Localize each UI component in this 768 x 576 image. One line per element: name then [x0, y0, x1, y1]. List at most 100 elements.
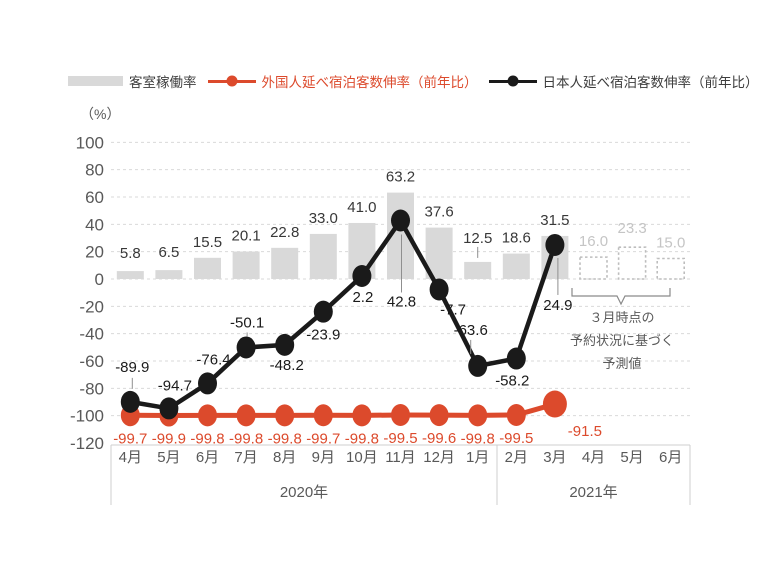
bar-value-label: 63.2: [386, 169, 415, 186]
japanese-guests-dot: [468, 354, 488, 377]
japanese-guests-dot: [545, 233, 565, 256]
y-axis-unit-label: （%）: [80, 106, 121, 122]
japanese-guests-dot: [275, 333, 295, 356]
foreign-guests-dot: [275, 404, 295, 427]
bar-value-label: 15.5: [193, 234, 222, 251]
month-label: 1月: [466, 449, 489, 466]
japanese-guests-dot: [159, 397, 179, 420]
japanese-guests-value-label: -89.9: [115, 359, 149, 376]
occupancy-bar: [464, 261, 492, 279]
month-label: 12月: [423, 449, 455, 466]
japanese-guests-value-label: -58.2: [495, 373, 529, 390]
y-tick-label: 80: [85, 161, 104, 180]
foreign-guests-dot: [198, 404, 217, 427]
y-tick-label: 20: [85, 243, 104, 262]
foreign-guests-dot: [391, 403, 410, 426]
month-label: 6月: [659, 449, 682, 466]
bar-value-label: 12.5: [463, 230, 492, 247]
japanese-guests-value-label: 42.8: [387, 294, 416, 311]
foreign-guests-value-label: -99.6: [422, 430, 456, 447]
month-label: 2月: [505, 449, 528, 466]
occupancy-bar-swatch-icon: [68, 76, 123, 86]
month-label: 11月: [385, 449, 416, 466]
legend-item-japanese-guests: 日本人延べ宿泊客数伸率（前年比）: [488, 71, 759, 91]
forecast-annotation: ３月時点の 予約状況に基づく 予測値: [540, 306, 704, 375]
bar-value-label: 6.5: [158, 244, 179, 261]
bar-value-label: 23.3: [617, 220, 646, 237]
foreign-guests-line: [130, 401, 556, 419]
japanese-guests-value-label: 24.9: [543, 297, 572, 314]
y-tick-label: -60: [79, 352, 104, 371]
month-label: 4月: [119, 449, 142, 466]
annotation-line-1: ３月時点の: [589, 310, 655, 325]
bar-value-label: 5.8: [120, 245, 141, 262]
japanese-guests-dot: [352, 264, 372, 287]
occupancy-bar: [502, 253, 530, 279]
japanese-guests-value-label: -63.6: [454, 322, 488, 339]
japanese-guests-value-label: -94.7: [158, 377, 192, 394]
foreign-guests-dot: [542, 390, 567, 418]
bar-value-label: 41.0: [347, 199, 376, 216]
japanese-guests-value-label: 2.2: [352, 289, 373, 306]
foreign-guests-value-label: -99.8: [229, 430, 263, 447]
month-label: 5月: [620, 449, 643, 466]
japanese-guests-value-label: -50.1: [230, 314, 264, 331]
legend-item-foreign-guests: 外国人延べ宿泊客数伸率（前年比）: [207, 71, 478, 91]
foreign-guests-value-label: -99.8: [268, 430, 302, 447]
foreign-guests-dot: [468, 404, 488, 427]
year-label: 2021年: [569, 484, 617, 501]
japanese-guests-dot: [313, 300, 333, 323]
bar-value-label: 37.6: [424, 204, 453, 221]
y-tick-label: -20: [79, 297, 104, 316]
month-label: 6月: [196, 449, 219, 466]
foreign-guests-value-label: -99.8: [190, 430, 224, 447]
bar-value-label: 33.0: [309, 210, 338, 227]
bar-value-label: 16.0: [579, 233, 608, 250]
legend-label-japanese-guests: 日本人延べ宿泊客数伸率（前年比）: [542, 75, 759, 90]
y-tick-label: 0: [95, 270, 104, 289]
japanese-guests-value-label: -76.4: [196, 351, 230, 368]
foreign-guests-value-label: -99.9: [152, 431, 186, 448]
japanese-guests-line-swatch-icon: [488, 74, 537, 88]
bar-value-label: 31.5: [540, 212, 569, 229]
bar-value-label: 22.8: [270, 224, 299, 241]
japanese-guests-dot: [506, 347, 526, 370]
foreign-guests-value-label: -99.7: [306, 430, 340, 447]
japanese-guests-dot: [236, 336, 256, 359]
foreign-guests-line-swatch-icon: [207, 74, 256, 88]
legend-label-foreign-guests: 外国人延べ宿泊客数伸率（前年比）: [261, 75, 478, 90]
underbrace-bracket: [571, 288, 671, 306]
legend-item-occupancy: 客室稼働率: [68, 71, 197, 91]
y-tick-label: -120: [70, 434, 104, 453]
japanese-guests-dot: [198, 372, 217, 395]
occupancy-bar: [194, 257, 221, 279]
foreign-guests-dot: [313, 404, 333, 427]
bar-value-label: 18.6: [502, 230, 531, 247]
foreign-guests-dot: [352, 404, 372, 427]
bar-value-label: 20.1: [231, 228, 260, 245]
foreign-guests-value-label: -99.5: [383, 430, 417, 447]
japanese-guests-dot: [429, 278, 449, 301]
japanese-guests-dot: [391, 209, 410, 232]
y-tick-label: 100: [76, 133, 104, 152]
legend-label-occupancy: 客室稼働率: [129, 75, 197, 90]
occupancy-forecast-bar: [579, 256, 608, 280]
foreign-guests-value-label: -99.8: [461, 430, 495, 447]
chart-legend: 客室稼働率 外国人延べ宿泊客数伸率（前年比） 日本人延べ宿泊客数伸率（前年比）: [68, 71, 759, 91]
annotation-line-3: 予測値: [602, 356, 642, 371]
y-tick-label: 60: [85, 188, 104, 207]
month-label: 10月: [346, 449, 378, 466]
y-tick-label: -40: [79, 325, 104, 344]
y-tick-label: -80: [79, 379, 104, 398]
y-tick-label: 40: [85, 215, 104, 234]
foreign-guests-dot: [236, 404, 256, 427]
foreign-guests-dot: [506, 403, 526, 426]
annotation-line-2: 予約状況に基づく: [569, 333, 674, 348]
year-label: 2020年: [280, 484, 328, 501]
occupancy-bar: [116, 271, 144, 279]
occupancy-bar: [271, 247, 299, 279]
month-label: 5月: [157, 449, 180, 466]
occupancy-bar: [309, 233, 337, 279]
